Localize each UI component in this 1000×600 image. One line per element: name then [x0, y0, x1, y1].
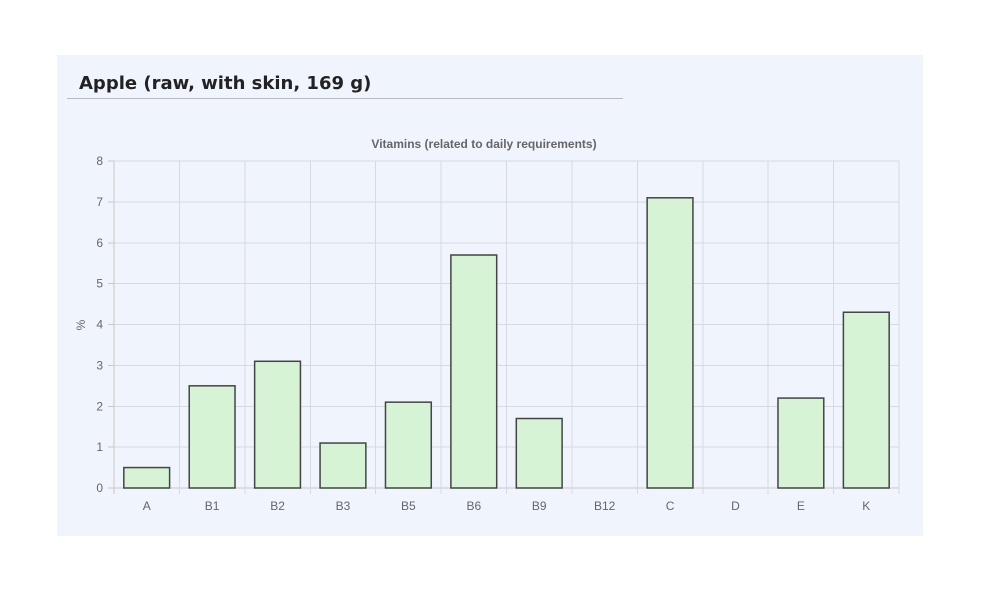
x-tick-label: A: [143, 499, 151, 513]
y-tick-label: 4: [96, 318, 103, 332]
y-tick-label: 8: [96, 154, 103, 168]
x-tick-label: B1: [205, 499, 220, 513]
x-tick-label: D: [731, 499, 740, 513]
y-tick-label: 5: [96, 277, 103, 291]
bar-c: [646, 197, 694, 489]
bars: [123, 197, 890, 489]
x-tick-label: B5: [401, 499, 416, 513]
bar-b3: [319, 442, 367, 489]
x-tick-label: K: [862, 499, 870, 513]
grid-lines: [108, 160, 900, 494]
y-axis-label: %: [74, 319, 88, 330]
title-divider: [67, 98, 623, 99]
bar-a: [123, 466, 171, 489]
x-tick-label: B12: [594, 499, 616, 513]
bar-b6: [450, 254, 498, 489]
chart-title: Vitamins (related to daily requirements): [371, 137, 596, 151]
bar-b2: [253, 360, 302, 489]
bar-b9: [515, 417, 563, 489]
x-tick-label: C: [666, 499, 675, 513]
x-tick-label: B2: [270, 499, 285, 513]
bar-b5: [384, 401, 433, 489]
y-tick-label: 0: [96, 481, 103, 495]
bar-b1: [188, 385, 236, 489]
vitamins-bar-chart: Vitamins (related to daily requirements)…: [74, 137, 900, 513]
y-tick-label: 1: [96, 440, 103, 454]
y-tick-label: 3: [96, 358, 103, 372]
bar-e: [777, 397, 825, 489]
y-tick-label: 6: [96, 236, 103, 250]
tick-labels: 0 1 2 3 4 5 6 7 8 A B1 B2 B3 B5 B6 B9 B12 C D E K: [96, 154, 870, 513]
x-tick-label: B6: [466, 499, 481, 513]
x-tick-label: B9: [532, 499, 547, 513]
y-tick-label: 7: [96, 195, 103, 209]
y-tick-label: 2: [96, 399, 103, 413]
page-title: Apple (raw, with skin, 169 g): [79, 73, 372, 94]
x-tick-label: E: [797, 499, 805, 513]
x-tick-label: B3: [336, 499, 351, 513]
bar-k: [842, 311, 890, 489]
chart-card: Apple (raw, with skin, 169 g) Vitamins (…: [57, 55, 923, 536]
